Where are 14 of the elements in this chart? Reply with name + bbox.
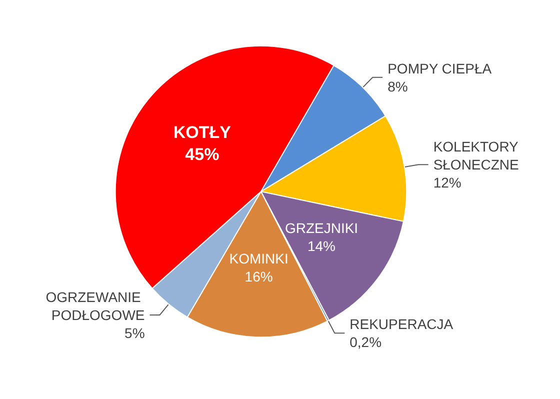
slice-label: KOLEKTORY SŁONECZNE	[433, 138, 522, 173]
data-label: 14%	[307, 238, 336, 254]
data-label: 12%	[433, 174, 462, 191]
slice-label: OGRZEWANIE PODŁOGOWE	[46, 288, 145, 323]
data-label: 16%	[244, 268, 273, 284]
slice-label: KOMINKI	[229, 250, 288, 266]
slice-label: POMPY CIEPŁA	[388, 60, 492, 76]
slice-label: REKUPERACJA	[350, 316, 454, 332]
slice-label: KOTŁY	[173, 123, 232, 142]
data-label: 45%	[185, 145, 220, 164]
data-label: 5%	[124, 324, 145, 341]
data-label: 0,2%	[350, 334, 382, 350]
data-label: 8%	[388, 78, 408, 94]
slice-label: GRZEJNIKI	[284, 220, 358, 236]
